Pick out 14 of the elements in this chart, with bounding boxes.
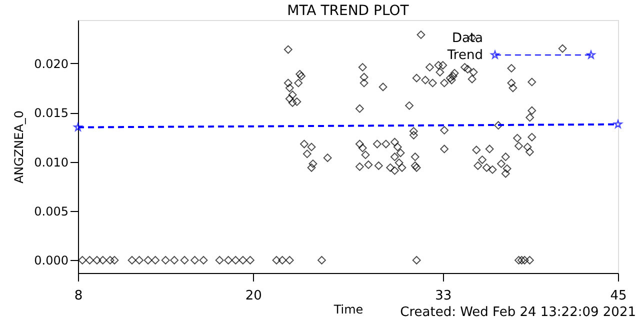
x-tick-label: 8 bbox=[74, 288, 83, 304]
x-tick-label: 45 bbox=[610, 288, 627, 304]
x-axis-title: Time bbox=[332, 302, 364, 316]
y-tick-label: 0.015 bbox=[34, 106, 68, 120]
y-tick-label: 0.000 bbox=[34, 254, 68, 268]
text: Created: Wed Feb 24 13:22:09 2021 bbox=[400, 305, 636, 320]
y-axis-title: ANGZNEA_0 bbox=[12, 110, 26, 184]
x-tick-label: 20 bbox=[245, 288, 262, 304]
y-tick-label: 0.010 bbox=[34, 155, 68, 170]
y-tick-label: 0.020 bbox=[34, 56, 68, 71]
chart-title: MTA TREND PLOT bbox=[287, 3, 410, 19]
y-tick-label: 0.005 bbox=[34, 204, 68, 218]
x-tick-label: 33 bbox=[435, 288, 452, 304]
legend-label: Trend bbox=[446, 48, 483, 63]
